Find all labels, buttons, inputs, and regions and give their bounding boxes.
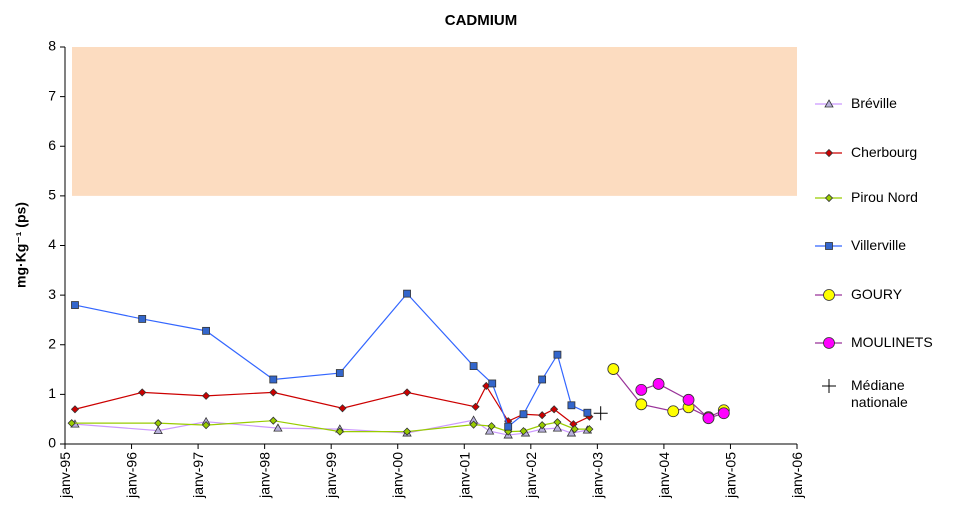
- x-tick-label: janv-97: [190, 452, 206, 499]
- y-tick-label: 8: [48, 38, 56, 54]
- marker: [570, 425, 579, 434]
- marker: [71, 301, 79, 309]
- marker: [269, 388, 278, 397]
- marker: [469, 362, 478, 370]
- marker: [717, 407, 730, 420]
- marker: [202, 391, 211, 400]
- marker: [335, 369, 344, 377]
- legend-label: MOULINETS: [851, 334, 933, 350]
- marker: [566, 428, 577, 437]
- y-tick-label: 3: [48, 286, 56, 302]
- marker: [607, 363, 620, 375]
- y-tick-label: 4: [48, 236, 56, 252]
- legend-marker: [824, 193, 834, 203]
- y-tick-label: 7: [48, 87, 56, 103]
- x-tick-label: janv-98: [257, 452, 273, 499]
- x-tick-label: janv-95: [57, 452, 73, 499]
- marker: [538, 421, 547, 430]
- marker: [635, 398, 648, 411]
- y-tick-label: 6: [48, 137, 56, 153]
- x-tick-label: janv-96: [124, 452, 140, 499]
- marker: [552, 423, 563, 432]
- marker: [585, 425, 594, 434]
- legend-label: Bréville: [851, 95, 897, 111]
- marker: [70, 405, 80, 414]
- marker: [593, 406, 608, 421]
- marker: [202, 326, 210, 335]
- marker: [583, 408, 592, 417]
- marker: [138, 315, 147, 323]
- marker: [504, 422, 513, 431]
- marker: [519, 410, 528, 419]
- marker: [487, 422, 496, 431]
- legend-label: Pirou Nord: [851, 189, 918, 205]
- legend-label: GOURY: [851, 286, 903, 302]
- y-tick-label: 5: [48, 187, 56, 203]
- marker: [269, 416, 278, 425]
- marker: [403, 289, 411, 298]
- x-tick-label: janv-02: [523, 452, 539, 499]
- y-tick-label: 2: [48, 335, 56, 351]
- marker: [652, 378, 665, 390]
- y-axis-label: mg·Kg⁻¹ (ps): [13, 202, 29, 288]
- marker: [553, 350, 562, 359]
- marker: [471, 402, 480, 411]
- marker: [335, 427, 344, 436]
- x-tick-label: janv-04: [656, 452, 672, 499]
- legend-item: Villerville: [851, 237, 906, 253]
- marker: [567, 401, 576, 410]
- y-tick-label: 0: [48, 435, 56, 451]
- marker: [469, 420, 478, 429]
- legend-marker: [824, 148, 834, 158]
- marker: [519, 427, 528, 436]
- marker: [488, 379, 497, 388]
- legend-label: Médiane nationale: [851, 377, 908, 410]
- legend-item: Cherbourg: [851, 144, 918, 160]
- marker: [154, 419, 163, 428]
- x-tick-label: janv-01: [456, 452, 472, 499]
- marker: [682, 393, 695, 406]
- marker: [553, 418, 562, 427]
- marker: [402, 427, 412, 436]
- marker: [550, 405, 559, 414]
- marker: [153, 425, 163, 435]
- legend-label: Cherbourg: [851, 144, 918, 160]
- legend-item: GOURY: [851, 286, 903, 302]
- marker: [269, 375, 278, 384]
- marker: [402, 388, 412, 397]
- legend-marker: [823, 289, 835, 301]
- legend-marker: [822, 379, 836, 393]
- marker: [538, 375, 547, 384]
- legend-marker: [824, 99, 834, 108]
- x-tick-label: janv-05: [722, 452, 738, 499]
- marker: [667, 405, 680, 418]
- y-tick-label: 1: [48, 385, 56, 401]
- legend-item: Bréville: [851, 95, 897, 111]
- legend-item: Pirou Nord: [851, 189, 918, 205]
- marker: [702, 412, 715, 425]
- legend-label: Villerville: [851, 237, 906, 253]
- marker: [273, 423, 283, 432]
- x-tick-label: janv-06: [789, 452, 805, 499]
- marker: [202, 421, 211, 430]
- marker: [138, 388, 147, 397]
- marker: [538, 411, 547, 420]
- marker: [338, 404, 347, 413]
- marker: [635, 384, 648, 396]
- legend-item: MOULINETS: [851, 334, 933, 350]
- shaded-range: [72, 47, 797, 196]
- x-tick-label: janv-99: [323, 452, 339, 499]
- x-tick-label: janv-03: [589, 452, 605, 499]
- legend-item: Médiane nationale: [851, 377, 908, 410]
- marker: [67, 419, 76, 428]
- marker: [484, 426, 495, 435]
- x-tick-label: janv-00: [390, 452, 406, 499]
- series-line: [74, 292, 588, 428]
- chart-title: CADMIUM: [445, 12, 518, 29]
- legend-marker: [825, 242, 833, 250]
- series-line: [74, 384, 590, 425]
- legend-marker: [823, 337, 835, 349]
